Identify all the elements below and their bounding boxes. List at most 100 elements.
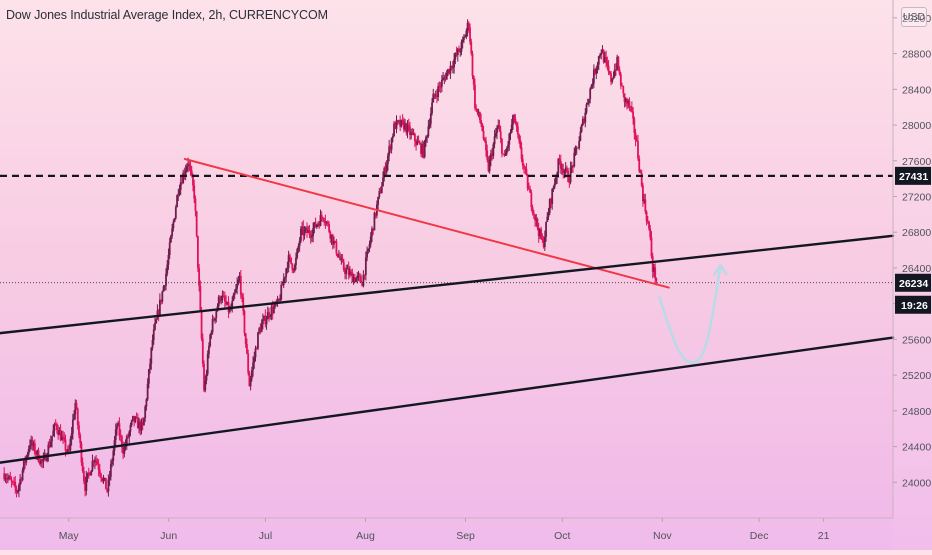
- candle-body: [285, 268, 288, 277]
- x-tick-label: Jul: [259, 530, 272, 542]
- candle-body: [374, 212, 377, 216]
- candle-body: [634, 133, 637, 140]
- candle-body: [114, 429, 117, 441]
- candle-body: [336, 253, 339, 257]
- candle-body: [621, 85, 623, 87]
- upper-channel-line[interactable]: [0, 234, 895, 335]
- candle-body: [315, 224, 318, 228]
- candle-body: [553, 183, 556, 188]
- candle-body: [13, 481, 15, 483]
- candle-body: [320, 215, 323, 218]
- candle-body: [347, 268, 350, 276]
- candle-body: [423, 140, 426, 158]
- candle-body: [422, 144, 425, 158]
- candle-body: [420, 143, 422, 154]
- candle-body: [526, 174, 529, 189]
- candle-body: [655, 278, 658, 281]
- candle-body: [369, 236, 372, 245]
- candle-body: [280, 284, 283, 300]
- candle-body: [360, 276, 362, 283]
- candle-body: [454, 53, 457, 60]
- candle-body: [18, 485, 20, 491]
- candle-body: [579, 131, 582, 141]
- descending-resistance[interactable]: [183, 157, 670, 289]
- candle-body: [63, 437, 66, 440]
- candle-body: [629, 106, 632, 108]
- candle-body: [356, 275, 359, 279]
- candle-body: [244, 333, 247, 345]
- candle-body: [73, 414, 75, 420]
- candle-body: [514, 118, 517, 124]
- candle-body: [619, 74, 622, 86]
- candle-body: [650, 237, 653, 257]
- candle-body: [30, 439, 33, 446]
- projected-bounce-path[interactable]: [657, 264, 722, 364]
- candle-body: [212, 318, 215, 321]
- candle-body: [102, 478, 105, 481]
- candle-body: [231, 300, 234, 309]
- candle-body: [265, 319, 268, 325]
- candle-body: [145, 399, 148, 407]
- candle-body: [458, 48, 460, 52]
- candle-body: [228, 309, 231, 313]
- x-tick-label: Sep: [456, 530, 475, 542]
- candle-body: [135, 417, 138, 419]
- candle-body: [130, 420, 133, 425]
- candle-body: [37, 450, 40, 462]
- candle-body: [208, 346, 210, 355]
- candle-body: [503, 153, 506, 156]
- candle-body: [486, 150, 489, 160]
- candlesticks: [3, 19, 658, 498]
- candle-body: [459, 51, 462, 53]
- candle-body: [606, 61, 609, 66]
- candle-body: [87, 472, 90, 474]
- candle-body: [616, 56, 619, 70]
- candle-body: [48, 444, 51, 447]
- candle-body: [385, 164, 388, 173]
- candle-body: [247, 353, 250, 373]
- candle-body: [33, 443, 36, 454]
- candle-body: [239, 275, 242, 295]
- candle-body: [481, 124, 484, 131]
- y-tick-label: 27200: [902, 191, 931, 203]
- candle-body: [263, 315, 265, 320]
- candle-body: [590, 85, 593, 89]
- lower-channel-line[interactable]: [0, 336, 895, 464]
- candle-body: [3, 473, 6, 480]
- candle-body: [421, 144, 424, 154]
- candle-body: [252, 362, 254, 371]
- candle-body: [545, 221, 547, 237]
- candle-body: [312, 228, 315, 237]
- candle-body: [518, 134, 520, 141]
- candle-body: [215, 311, 218, 319]
- y-tick-label: 27600: [902, 156, 931, 168]
- candle-body: [531, 207, 534, 213]
- candle-body: [595, 68, 598, 74]
- candle-body: [273, 306, 275, 313]
- candle-body: [596, 64, 599, 69]
- candle-body: [84, 481, 87, 491]
- candle-body: [477, 111, 480, 113]
- drawing-layer[interactable]: [0, 157, 895, 464]
- candle-body: [475, 107, 478, 109]
- candle-body: [637, 141, 639, 159]
- candle-body: [605, 56, 608, 62]
- candle-body: [574, 148, 577, 153]
- candle-body: [103, 477, 106, 479]
- currency-button[interactable]: USD: [901, 7, 927, 27]
- candle-body: [547, 212, 550, 217]
- candle-body: [26, 454, 29, 457]
- candle-body: [324, 221, 327, 223]
- candle-body: [617, 56, 620, 70]
- candle-body: [505, 148, 508, 154]
- candle-body: [478, 111, 481, 121]
- candle-body: [618, 69, 621, 75]
- y-tick-label: 25200: [902, 370, 931, 382]
- time-axis[interactable]: [0, 518, 893, 551]
- candle-body: [342, 261, 345, 271]
- candle-body: [70, 433, 73, 439]
- candle-body: [558, 158, 561, 161]
- candle-body: [133, 415, 136, 422]
